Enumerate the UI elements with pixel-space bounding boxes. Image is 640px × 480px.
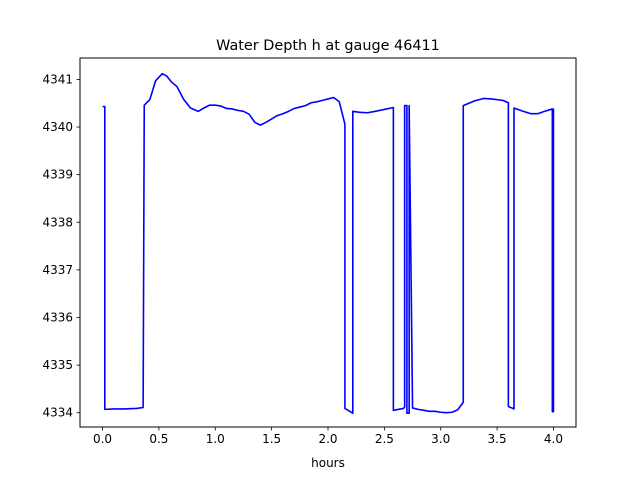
plot-frame [79, 57, 577, 428]
x-tick-label: 0.0 [93, 432, 112, 446]
y-tick-label: 4336 [42, 310, 73, 324]
y-tick-label: 4337 [42, 263, 73, 277]
plot-area [79, 57, 577, 428]
series-line [102, 72, 555, 414]
y-axis: 4334 4335 4336 4337 4338 4339 4340 4341 [42, 72, 80, 420]
x-tick-label: 2.5 [375, 432, 394, 446]
y-tick-label: 4340 [42, 120, 73, 134]
y-tick-label: 4334 [42, 406, 73, 420]
series-layer [102, 72, 555, 414]
x-tick-label: 1.0 [206, 432, 225, 446]
chart-title: Water Depth h at gauge 46411 [216, 38, 440, 54]
x-axis-label: hours [311, 456, 345, 470]
y-tick-label: 4335 [42, 358, 73, 372]
y-tick-label: 4338 [42, 215, 73, 229]
x-tick-label: 1.5 [262, 432, 281, 446]
x-axis: 0.0 0.5 1.0 1.5 2.0 2.5 3.0 3.5 4.0 [93, 427, 563, 446]
y-tick-label: 4341 [42, 72, 73, 86]
x-tick-label: 3.5 [488, 432, 507, 446]
x-tick-label: 2.0 [318, 432, 337, 446]
x-tick-label: 4.0 [544, 432, 563, 446]
y-tick-label: 4339 [42, 168, 73, 182]
x-tick-label: 0.5 [149, 432, 168, 446]
x-tick-label: 3.0 [431, 432, 450, 446]
